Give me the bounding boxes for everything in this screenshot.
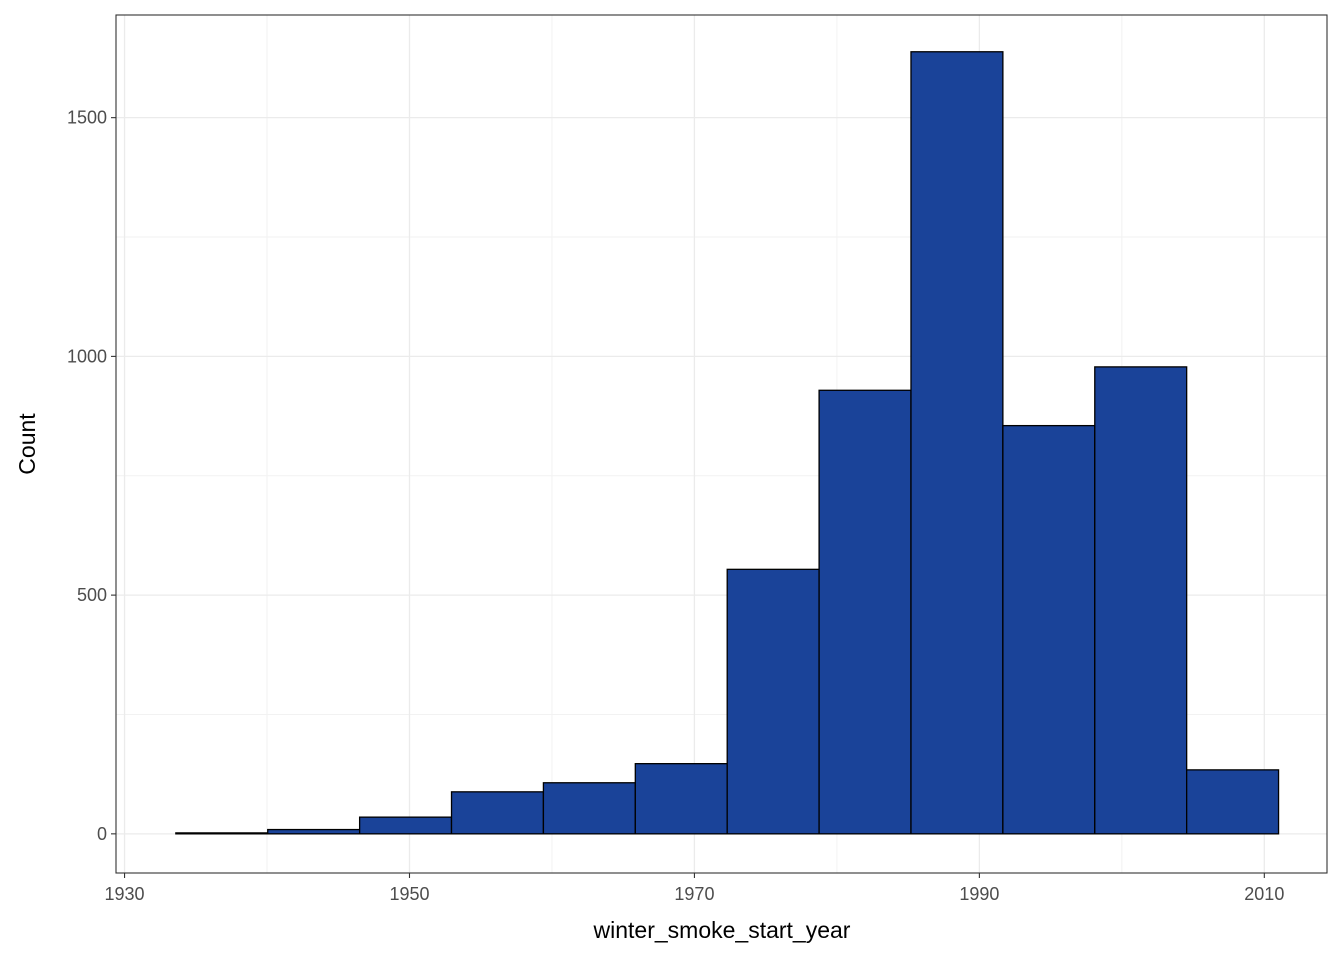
- x-tick-label: 1990: [959, 884, 999, 904]
- histogram-bar: [267, 828, 361, 835]
- x-tick-label: 1970: [674, 884, 714, 904]
- x-tick-label: 1930: [105, 884, 145, 904]
- y-tick-label: 0: [97, 824, 107, 844]
- histogram-bar: [1186, 769, 1280, 835]
- histogram-bar: [542, 782, 636, 835]
- histogram-bar: [634, 763, 728, 835]
- histogram-bar: [910, 51, 1004, 835]
- x-axis-title: winter_smoke_start_year: [593, 917, 851, 943]
- histogram-bar: [1002, 424, 1096, 835]
- histogram-bar: [726, 568, 820, 835]
- panel-border: [115, 14, 1328, 874]
- x-tick-label: 1950: [389, 884, 429, 904]
- y-axis-title: Count: [14, 413, 40, 475]
- y-tick-label: 500: [77, 585, 107, 605]
- histogram-bar: [450, 791, 545, 835]
- x-axis: 1930 1950 1970 1990 2010: [105, 873, 1284, 904]
- histogram-bars: [175, 51, 1280, 835]
- histogram-bar: [175, 832, 269, 835]
- histogram-bar: [818, 389, 912, 835]
- histogram-bar: [1094, 366, 1188, 835]
- histogram-bar: [358, 816, 453, 835]
- y-tick-label: 1500: [67, 108, 107, 128]
- y-tick-label: 1000: [67, 346, 107, 366]
- y-axis: 0 500 1000 1500: [67, 108, 116, 844]
- x-tick-label: 2010: [1244, 884, 1284, 904]
